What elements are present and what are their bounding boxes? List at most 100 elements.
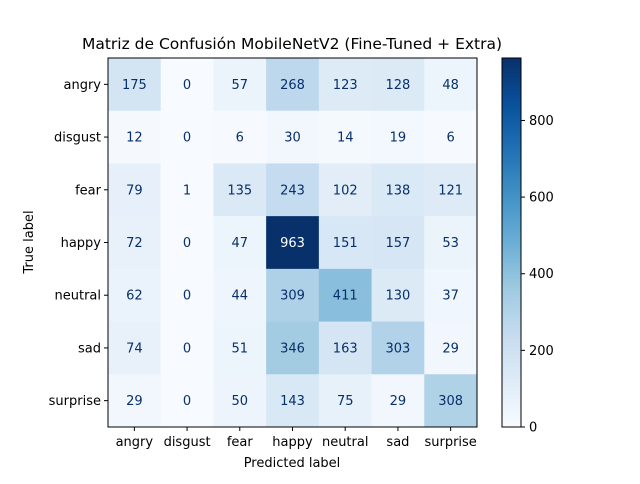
y-tick-label: fear — [75, 183, 102, 198]
heatmap-cell — [371, 163, 425, 217]
heatmap-cell — [266, 321, 320, 375]
cell-value-label: 79 — [126, 183, 143, 198]
cell-value-label: 308 — [438, 394, 463, 409]
cell-value-label: 12 — [126, 131, 143, 146]
heatmap-cell — [266, 268, 320, 323]
heatmap-cell — [424, 163, 478, 217]
heatmap-cell — [108, 110, 162, 164]
cell-value-label: 268 — [280, 78, 305, 93]
cell-value-label: 57 — [232, 78, 249, 93]
y-tick-label: disgust — [54, 131, 101, 146]
heatmap-cell-labels: 175 0 57 268 123 128 48 12 0 6 30 14 19 6 79 1 135 243 102… — [122, 78, 463, 409]
heatmap-cell — [213, 321, 267, 375]
heatmap-cell — [160, 58, 214, 112]
cell-value-label: 175 — [122, 78, 147, 93]
cell-value-label: 0 — [183, 341, 191, 356]
cell-value-label: 128 — [386, 78, 411, 93]
colorbar-tick-label: 800 — [529, 114, 554, 129]
cell-value-label: 102 — [333, 183, 358, 198]
heatmap-cell — [318, 268, 373, 323]
cell-value-label: 75 — [337, 394, 354, 409]
x-tick-label: fear — [227, 435, 254, 450]
x-axis-label: Predicted label — [244, 456, 341, 471]
heatmap-cell — [266, 374, 320, 428]
x-tick-label: surprise — [424, 435, 476, 450]
y-tick-label: neutral — [55, 289, 102, 304]
cell-value-label: 411 — [333, 289, 358, 304]
heatmap-cell — [424, 110, 478, 164]
heatmap-cell — [108, 216, 162, 270]
cell-value-label: 53 — [442, 236, 459, 251]
heatmap-cell — [424, 58, 478, 112]
cell-value-label: 29 — [390, 394, 407, 409]
colorbar-tick-label: 200 — [529, 344, 554, 359]
heatmap-cell — [108, 374, 162, 428]
heatmap-cell — [160, 321, 214, 375]
cell-value-label: 346 — [280, 341, 305, 356]
cell-value-label: 29 — [442, 341, 459, 356]
heatmap-cell — [160, 374, 214, 428]
heatmap-cell — [108, 58, 162, 112]
cell-value-label: 138 — [386, 183, 411, 198]
cell-value-label: 143 — [280, 394, 305, 409]
cell-value-label: 48 — [442, 78, 459, 93]
cell-value-label: 243 — [280, 183, 305, 198]
colorbar-tick-label: 0 — [529, 421, 537, 436]
x-tick-label: disgust — [164, 435, 211, 450]
heatmap-cell — [318, 58, 373, 112]
heatmap-cell — [213, 374, 267, 428]
cell-value-label: 30 — [284, 131, 301, 146]
cell-value-label: 121 — [438, 183, 463, 198]
cell-value-label: 130 — [386, 289, 411, 304]
cell-value-label: 0 — [183, 236, 191, 251]
heatmap-cell — [424, 216, 478, 270]
heatmap-cell — [371, 216, 425, 270]
cell-value-label: 6 — [236, 131, 244, 146]
y-axis-ticks: angry disgust fear happy neutral sad surprise — [49, 78, 108, 409]
x-tick-label: sad — [386, 435, 409, 450]
heatmap-cell — [266, 216, 320, 270]
cell-value-label: 47 — [232, 236, 249, 251]
x-axis-ticks: angry disgust fear happy neutral sad surprise — [116, 427, 477, 450]
heatmap-cell — [424, 268, 478, 323]
heatmap-cell — [371, 268, 425, 323]
colorbar-tick-label: 400 — [529, 267, 554, 282]
heatmap-cell — [318, 216, 373, 270]
heatmap-cell — [424, 374, 478, 428]
heatmap-cell — [213, 58, 267, 112]
y-tick-label: angry — [64, 78, 102, 93]
cell-value-label: 44 — [232, 289, 249, 304]
heatmap-cell — [371, 374, 425, 428]
heatmap-cell — [160, 163, 214, 217]
heatmap-cell — [266, 58, 320, 112]
colorbar-ticks: 0 200 400 600 800 — [521, 114, 554, 436]
heatmap-cell — [371, 110, 425, 164]
cell-value-label: 303 — [386, 341, 411, 356]
cell-value-label: 1 — [183, 183, 191, 198]
heatmap-cell — [318, 110, 373, 164]
cell-value-label: 50 — [232, 394, 249, 409]
heatmap-cell — [266, 163, 320, 217]
cell-value-label: 0 — [183, 131, 191, 146]
cell-value-label: 157 — [386, 236, 411, 251]
y-tick-label: happy — [61, 236, 102, 251]
cell-value-label: 135 — [227, 183, 252, 198]
cell-value-label: 6 — [447, 131, 455, 146]
x-tick-label: happy — [272, 435, 313, 450]
y-tick-label: sad — [78, 341, 101, 356]
heatmap-cell — [318, 321, 373, 375]
cell-value-label: 62 — [126, 289, 143, 304]
heatmap-cell — [371, 58, 425, 112]
heatmap-cell — [108, 268, 162, 323]
heatmap-cell — [108, 163, 162, 217]
cell-value-label: 0 — [183, 394, 191, 409]
heatmap-cell — [318, 374, 373, 428]
heatmap-cell — [213, 216, 267, 270]
cell-value-label: 14 — [337, 131, 354, 146]
heatmap-cell — [108, 321, 162, 375]
x-tick-label: neutral — [322, 435, 369, 450]
heatmap-cell — [160, 216, 214, 270]
cell-value-label: 0 — [183, 289, 191, 304]
